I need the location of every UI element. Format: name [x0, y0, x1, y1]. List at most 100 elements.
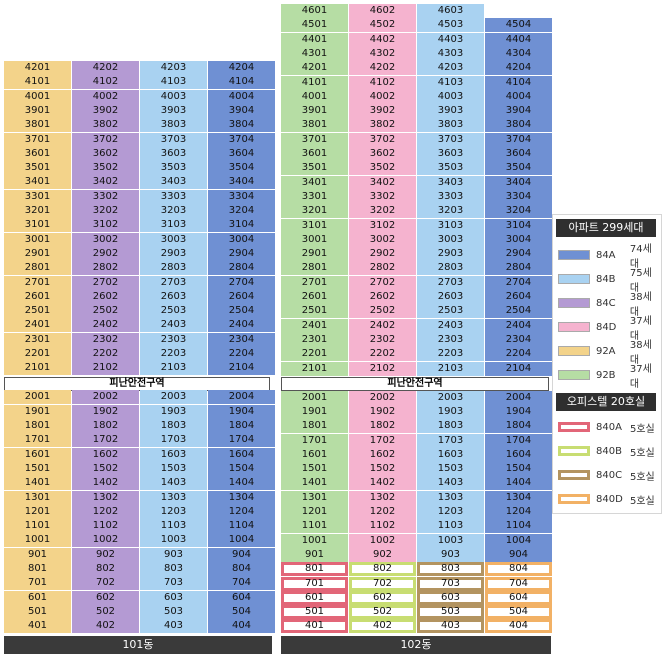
unit-102-1901: 1901 [281, 405, 348, 419]
unit-101-4001: 4001 [4, 90, 71, 104]
swatch-840A [558, 422, 590, 432]
unit-102-2701: 2701 [281, 276, 348, 290]
legend-office-840C: 840C 5호실 [558, 467, 655, 483]
unit-101-3502: 3502 [72, 161, 139, 175]
unit-102-501: 501 [281, 605, 348, 619]
unit-102-3903: 3903 [417, 104, 484, 118]
unit-102-1704: 1704 [485, 434, 552, 448]
unit-101-3902: 3902 [72, 104, 139, 118]
unit-102-601: 601 [281, 591, 348, 605]
unit-101-3204: 3204 [208, 204, 275, 218]
floor-row-8: 801 802 803 804 [281, 562, 553, 576]
unit-101-1603: 1603 [140, 448, 207, 462]
floor-row-37: 3701 3702 3703 3704 [4, 133, 276, 147]
unit-101-2802: 2802 [72, 261, 139, 275]
unit-102-1503: 1503 [417, 462, 484, 476]
unit-102-4403: 4403 [417, 33, 484, 47]
legend-count: 38세대 [629, 292, 652, 318]
legend-apt-84B: 84B 75세대 [558, 268, 661, 294]
floor-row-38: 3801 3802 3803 3804 [281, 118, 553, 132]
floor-row-38: 3801 3802 3803 3804 [4, 118, 276, 132]
unit-101-3703: 3703 [140, 133, 207, 147]
unit-101-4204: 4204 [208, 61, 275, 75]
floor-row-11: 1101 1102 1103 1104 [4, 519, 276, 533]
floor-row-24: 2401 2402 2403 2404 [4, 318, 276, 332]
unit-102-2604: 2604 [485, 290, 552, 304]
legend-code: 84B [595, 273, 616, 285]
unit-102-1404: 1404 [485, 476, 552, 490]
unit-102-2702: 2702 [349, 276, 416, 290]
unit-102-3902: 3902 [349, 104, 416, 118]
unit-101-2401: 2401 [4, 318, 71, 332]
unit-102-3204: 3204 [485, 204, 552, 218]
unit-101-3603: 3603 [140, 147, 207, 161]
legend: 아파트 299세대 오피스텔 20호실 84A 74세대 84B 75세대 84C 38세… [552, 214, 662, 514]
floor-row-19: 1901 1902 1903 1904 [281, 405, 553, 419]
unit-102-3802: 3802 [349, 118, 416, 132]
unit-102-3803: 3803 [417, 118, 484, 132]
unit-102-4002: 4002 [349, 90, 416, 104]
unit-101-3304: 3304 [208, 190, 275, 204]
unit-101-1502: 1502 [72, 462, 139, 476]
unit-102-3904: 3904 [485, 104, 552, 118]
legend-code: 840C [596, 469, 623, 481]
floor-row-46: 4601 4602 4603 [281, 4, 553, 18]
unit-101-401: 401 [4, 619, 71, 633]
unit-102-1601: 1601 [281, 448, 348, 462]
floor-row-41: 4101 4102 4103 4104 [4, 75, 276, 89]
unit-102-1104: 1104 [485, 519, 552, 533]
unit-101-3201: 3201 [4, 204, 71, 218]
unit-102-1504: 1504 [485, 462, 552, 476]
unit-102-3604: 3604 [485, 147, 552, 161]
unit-101-2701: 2701 [4, 276, 71, 290]
unit-102-4101: 4101 [281, 76, 348, 90]
unit-102-4304: 4304 [485, 47, 552, 61]
unit-101-3501: 3501 [4, 161, 71, 175]
unit-102-2901: 2901 [281, 247, 348, 261]
unit-102-1101: 1101 [281, 519, 348, 533]
legend-office-840D: 840D 5호실 [558, 491, 655, 507]
floor-row-5: 501 502 503 504 [281, 605, 553, 619]
floor-row-8: 801 802 803 804 [4, 562, 276, 576]
floor-row-20: 2001 2002 2003 2004 [281, 391, 553, 405]
unit-102-1202: 1202 [349, 505, 416, 519]
unit-102-702: 702 [349, 577, 416, 591]
floor-row-22: 2201 2202 2203 2204 [4, 347, 276, 361]
unit-101-2904: 2904 [208, 247, 275, 261]
floor-row-36: 3601 3602 3603 3604 [4, 147, 276, 161]
unit-101-3704: 3704 [208, 133, 275, 147]
floor-row-22: 2201 2202 2203 2204 [281, 347, 553, 361]
floor-row-15: 1501 1502 1503 1504 [4, 462, 276, 476]
unit-102-2704: 2704 [485, 276, 552, 290]
floor-row-39: 3901 3902 3903 3904 [281, 104, 553, 118]
unit-102-1103: 1103 [417, 519, 484, 533]
unit-102-3002: 3002 [349, 233, 416, 247]
unit-101-3203: 3203 [140, 204, 207, 218]
swatch-84A [558, 250, 590, 260]
floor-row-29: 2901 2902 2903 2904 [4, 247, 276, 261]
unit-101-1303: 1303 [140, 491, 207, 505]
unit-102-2404: 2404 [485, 319, 552, 333]
unit-101-3404: 3404 [208, 175, 275, 189]
unit-101-1104: 1104 [208, 519, 275, 533]
unit-101-2202: 2202 [72, 347, 139, 361]
unit-102-2201: 2201 [281, 347, 348, 361]
unit-102-4102: 4102 [349, 76, 416, 90]
unit-101-1302: 1302 [72, 491, 139, 505]
unit-102-3603: 3603 [417, 147, 484, 161]
unit-101-3104: 3104 [208, 218, 275, 232]
unit-101-2402: 2402 [72, 318, 139, 332]
unit-101-2801: 2801 [4, 261, 71, 275]
unit-101-1004: 1004 [208, 533, 275, 547]
unit-102-1304: 1304 [485, 491, 552, 505]
unit-102-2601: 2601 [281, 290, 348, 304]
legend-count: 37세대 [629, 316, 652, 342]
unit-101-1601: 1601 [4, 448, 71, 462]
legend-count: 75세대 [629, 268, 652, 294]
unit-101-504: 504 [208, 605, 275, 619]
unit-101-2301: 2301 [4, 333, 71, 347]
unit-101-702: 702 [72, 576, 139, 590]
unit-102-3804: 3804 [485, 118, 552, 132]
legend-count: 5호실 [630, 423, 655, 435]
unit-102-1203: 1203 [417, 505, 484, 519]
